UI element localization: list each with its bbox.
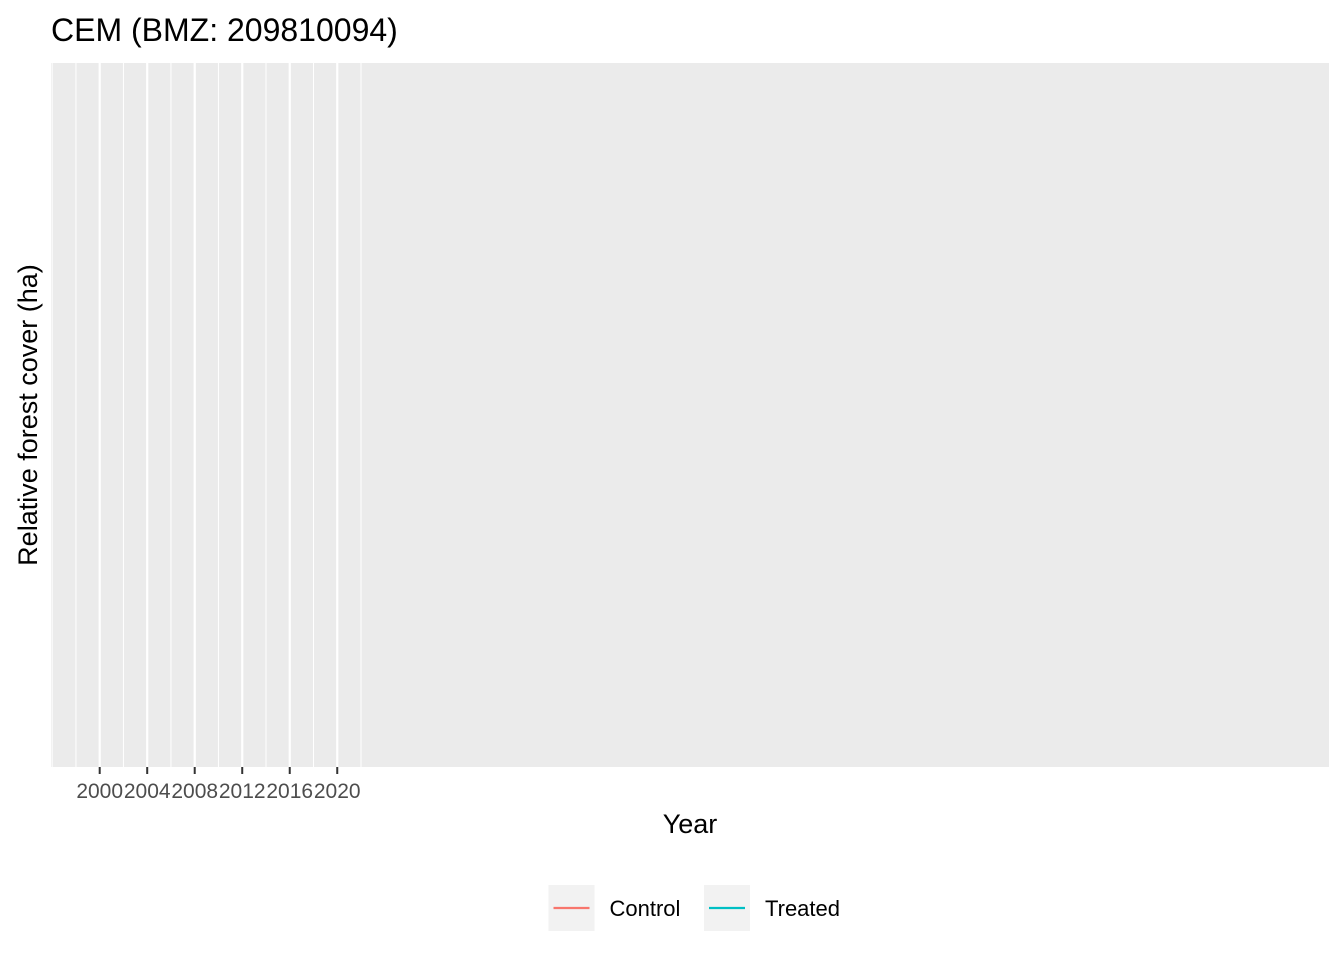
x-tick-label: 2016	[266, 780, 313, 803]
y-axis-title: Relative forest cover (ha)	[13, 264, 43, 566]
legend-key-control	[548, 885, 595, 931]
x-axis-tick-labels: 2000 2004 2008 2012 2016 2020	[76, 780, 360, 803]
legend-label: Control	[610, 896, 681, 921]
x-axis-ticks	[98, 767, 339, 774]
x-tick-label: 2000	[76, 780, 123, 803]
x-tick-label: 2012	[219, 780, 266, 803]
major-gridlines	[98, 63, 339, 767]
legend: Control Treated	[548, 885, 840, 931]
legend-label: Treated	[765, 896, 840, 921]
x-tick-label: 2004	[124, 780, 171, 803]
x-tick-label: 2008	[171, 780, 218, 803]
legend-key-treated	[704, 885, 750, 931]
x-axis-title: Year	[663, 809, 718, 839]
plot-panel	[51, 63, 1329, 767]
x-tick-label: 2020	[314, 780, 361, 803]
chart-title: CEM (BMZ: 209810094)	[51, 12, 398, 48]
minor-gridlines	[51, 63, 362, 767]
